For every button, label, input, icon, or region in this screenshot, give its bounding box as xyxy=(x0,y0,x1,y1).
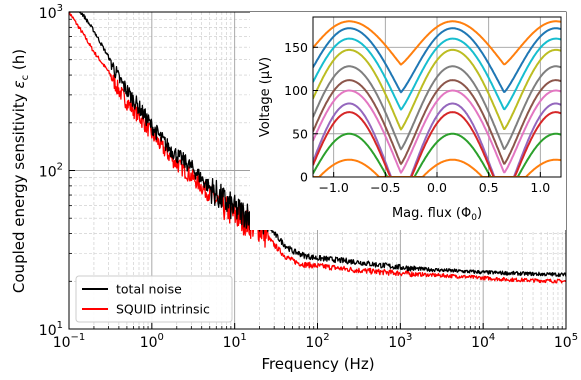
total-noise-line xyxy=(68,11,567,278)
main-x-tick-exponent: 0 xyxy=(158,332,164,343)
main-x-tick-label: 103 xyxy=(388,332,412,351)
main-x-axis-label: Frequency (Hz) xyxy=(261,355,374,373)
inset-x-tick-label: 0.5 xyxy=(479,180,499,195)
inset-y-tick-label: 150 xyxy=(284,40,308,55)
main-x-tick-exponent: 1 xyxy=(240,332,246,343)
inset-y-axis-label: Voltage (μV) xyxy=(258,57,273,137)
legend-label-total-noise: total noise xyxy=(116,282,182,297)
main-y-axis-unit: (h) xyxy=(10,49,28,70)
inset-x-tick-label: 0.0 xyxy=(427,180,447,195)
main-x-tick-base: 10 xyxy=(223,335,241,351)
legend-label-squid-intrinsic: SQUID intrinsic xyxy=(116,302,210,317)
main-x-tick-exponent: −1 xyxy=(71,332,86,343)
inset-curve-6 xyxy=(313,79,561,166)
legend-box xyxy=(75,275,233,323)
squid-intrinsic-line xyxy=(68,11,567,284)
inset-curve-3 xyxy=(313,37,561,111)
inset-x-tick-label: 1.0 xyxy=(530,180,550,195)
inset-x-tick-label: −0.5 xyxy=(370,180,400,195)
main-x-tick-label: 105 xyxy=(554,332,578,351)
inset-curve-11 xyxy=(313,158,561,177)
inset-curve-9 xyxy=(313,111,561,177)
inset-curve-4 xyxy=(313,48,561,131)
inset-y-tick-label: 100 xyxy=(284,83,308,98)
inset-curve-1 xyxy=(313,20,561,66)
main-y-tick-label: 102 xyxy=(39,162,63,181)
main-x-tick-base: 10 xyxy=(554,335,572,351)
inset-y-tick-label: 50 xyxy=(292,126,308,141)
inset-curve-10 xyxy=(313,132,561,177)
legend: total noise SQUID intrinsic xyxy=(75,275,233,323)
main-x-tick-exponent: 3 xyxy=(406,332,412,343)
main-x-tick-base: 10 xyxy=(305,335,323,351)
main-y-tick-exponent: 3 xyxy=(57,3,63,14)
inset-x-axis-unit-subscript: 0 xyxy=(471,213,477,223)
main-y-tick-base: 10 xyxy=(39,6,57,22)
inset-x-axis-label: Mag. flux (Φ0) xyxy=(392,206,482,223)
main-y-tick-label: 101 xyxy=(39,320,63,339)
main-series-lines xyxy=(68,11,567,284)
main-y-tick-label: 103 xyxy=(39,3,63,22)
main-y-tick-base: 10 xyxy=(39,323,57,339)
inset-curve-2 xyxy=(313,27,561,94)
inset-x-tick-label: −1.0 xyxy=(318,180,348,195)
main-x-tick-label: 100 xyxy=(140,332,164,351)
main-y-tick-exponent: 1 xyxy=(57,320,63,331)
main-x-tick-exponent: 5 xyxy=(572,332,578,343)
main-x-tick-exponent: 4 xyxy=(489,332,495,343)
main-x-tick-base: 10 xyxy=(388,335,406,351)
inset-curve-7 xyxy=(313,89,561,175)
main-x-tick-label: 10−1 xyxy=(53,332,86,351)
inset-y-tick-label: 0 xyxy=(300,170,308,185)
inset-x-axis-unit-symbol: Φ xyxy=(461,206,471,221)
inset-ticks: −1.0 −0.5 0.0 0.5 1.0 0 50 100 150 xyxy=(284,40,550,195)
inset-curve-8 xyxy=(313,102,561,177)
main-x-tick-exponent: 2 xyxy=(323,332,329,343)
main-x-tick-base: 10 xyxy=(471,335,489,351)
main-y-axis-label: Coupled energy sensitivity εc (h) xyxy=(10,49,31,293)
main-x-tick-base: 10 xyxy=(53,335,71,351)
main-y-tick-base: 10 xyxy=(39,165,57,181)
main-y-axis-subscript: c xyxy=(20,75,31,81)
main-x-tick-label: 104 xyxy=(471,332,495,351)
main-x-tick-label: 101 xyxy=(223,332,247,351)
main-y-axis-symbol: ε xyxy=(10,80,28,88)
main-x-tick-label: 102 xyxy=(305,332,329,351)
main-x-tick-base: 10 xyxy=(140,335,158,351)
inset-series-lines xyxy=(313,20,561,177)
inset-curve-5 xyxy=(313,65,561,151)
inset-x-axis-label-text: Mag. flux xyxy=(392,206,452,221)
main-y-axis-label-text: Coupled energy sensitivity xyxy=(10,93,28,293)
inset-x-axis-label-paren-close: ) xyxy=(477,206,482,221)
inset-x-axis-label-paren-open: ( xyxy=(452,206,461,221)
main-y-tick-exponent: 2 xyxy=(57,162,63,173)
